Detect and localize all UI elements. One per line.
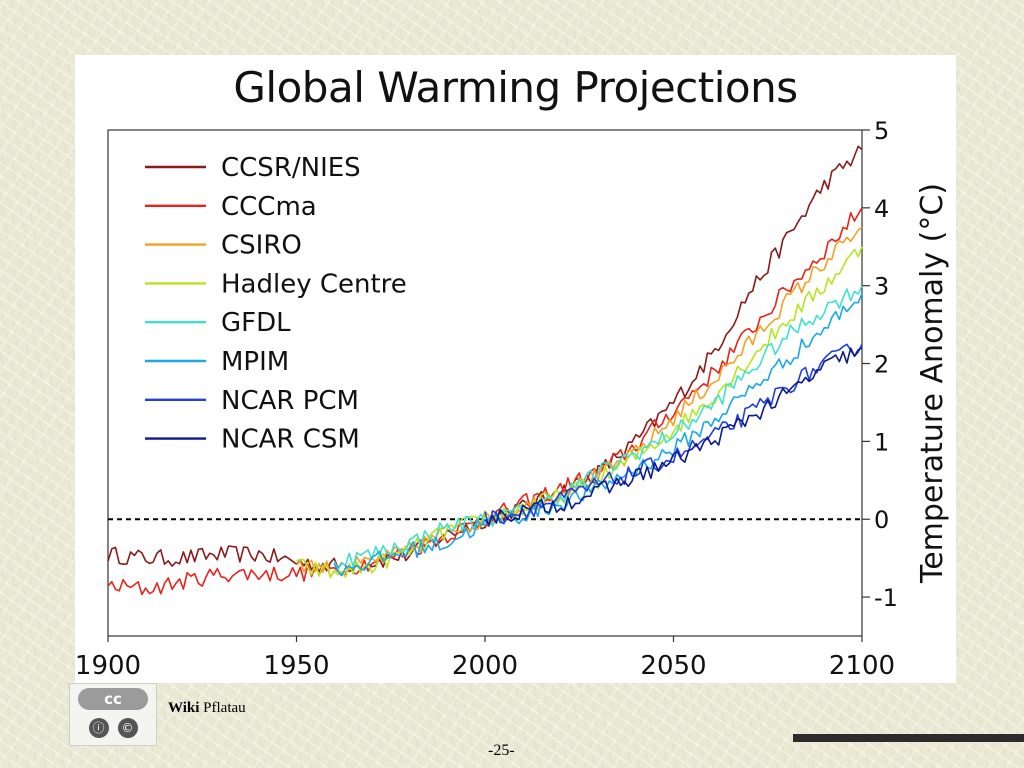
legend-label-csiro: CSIRO <box>221 231 302 261</box>
plot-area: 1900 1950 2000 2050 2100 -1 0 1 2 3 4 5 Temperature … <box>75 117 950 681</box>
chart-figure: Global Warming Projections 1900 1950 2000 2… <box>75 55 956 683</box>
copyright-icon: © <box>117 718 138 738</box>
y-axis-label: Temperature Anomaly (°C) <box>915 183 950 584</box>
legend-label-ncar-pcm: NCAR PCM <box>221 386 359 416</box>
page-number: -25- <box>488 742 515 759</box>
creative-commons-logo: cc ⓘ © <box>69 683 157 746</box>
footer-wiki: Wiki <box>168 700 200 716</box>
y-tick-label: 5 <box>874 117 889 145</box>
series-line-ncar-pcm <box>484 343 863 527</box>
legend-label-mpim: MPIM <box>221 347 289 377</box>
cc-logo-text: cc <box>78 688 148 710</box>
legend-label-gfdl: GFDL <box>221 308 291 338</box>
series-line-ccsr-nies <box>107 145 863 573</box>
legend-label-ccsr-nies: CCSR/NIES <box>221 153 361 183</box>
y-tick-label: -1 <box>874 584 898 612</box>
legend-label-hadley-centre: Hadley Centre <box>221 269 407 299</box>
x-tick-label: 2000 <box>452 651 518 681</box>
decorative-bar <box>793 734 1024 742</box>
x-tick-label: 1900 <box>75 651 141 681</box>
x-tick-label: 1950 <box>263 651 329 681</box>
y-tick-label: 3 <box>874 273 889 301</box>
y-tick-label: 1 <box>874 428 889 456</box>
legend-label-cccma: CCCma <box>221 192 317 222</box>
series-line-gfdl <box>333 285 863 571</box>
y-tick-label: 2 <box>874 351 889 379</box>
x-tick-label: 2100 <box>829 651 895 681</box>
series-line-mpim <box>333 293 863 577</box>
chart-title: Global Warming Projections <box>233 63 798 112</box>
footer-credit: Wiki Pflatau <box>168 700 246 717</box>
y-tick-label: 4 <box>874 195 889 223</box>
series-line-ncar-csm <box>484 347 863 525</box>
attribution-icon: ⓘ <box>88 718 109 738</box>
x-tick-label: 2050 <box>640 651 706 681</box>
legend-label-ncar-csm: NCAR CSM <box>221 425 360 455</box>
y-tick-label: 0 <box>874 506 889 534</box>
footer-author: Pflatau <box>203 700 246 716</box>
